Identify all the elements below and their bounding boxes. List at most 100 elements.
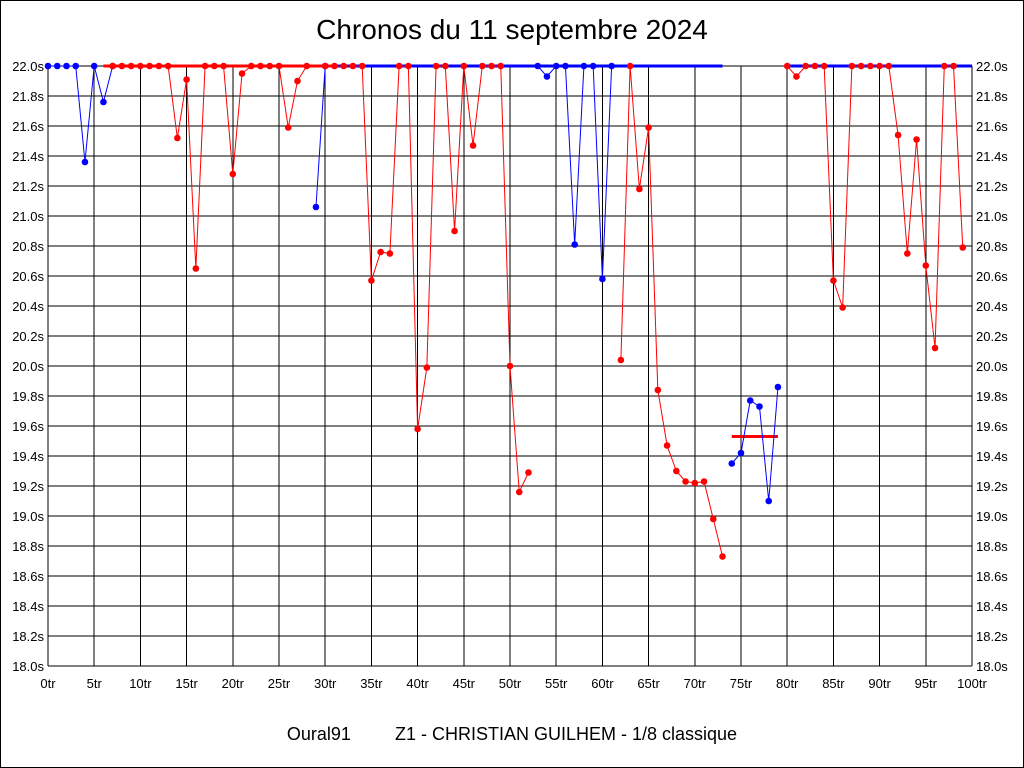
series-line [315, 65, 326, 208]
data-point [848, 62, 856, 70]
data-point [451, 227, 458, 235]
data-point [682, 478, 689, 485]
x-tick-label: 10tr [129, 676, 152, 691]
data-point [340, 62, 347, 70]
y-tick-label-left: 20.4s [12, 299, 44, 314]
data-point [515, 488, 523, 496]
series-line [731, 386, 779, 502]
y-tick-label-left: 19.8s [12, 389, 44, 404]
data-point [589, 62, 597, 70]
data-point [534, 62, 542, 70]
x-tick-label: 95tr [915, 676, 938, 691]
data-point [580, 62, 588, 70]
y-tick-label-left: 18.2s [12, 629, 44, 644]
data-point [525, 469, 532, 476]
data-point [562, 62, 569, 70]
data-point [571, 241, 578, 248]
data-point [922, 262, 930, 269]
data-point [802, 62, 809, 70]
data-point [53, 62, 61, 70]
data-point [931, 344, 939, 352]
y-tick-label-right: 19.6s [976, 419, 1008, 434]
data-point [913, 136, 920, 143]
data-point [72, 62, 80, 70]
data-point [266, 62, 274, 70]
y-tick-label-left: 20.6s [12, 269, 44, 284]
y-tick-label-right: 20.8s [976, 239, 1008, 254]
data-point [192, 265, 200, 272]
data-point [294, 77, 301, 85]
y-tick-label-right: 21.8s [976, 89, 1008, 104]
series-line [48, 65, 114, 163]
data-point [368, 277, 375, 284]
data-point [164, 62, 172, 70]
y-tick-label-left: 22.0s [12, 59, 44, 74]
data-point [645, 124, 652, 131]
x-tick-label: 65tr [637, 676, 660, 691]
data-point [118, 62, 126, 70]
data-point [395, 62, 403, 70]
data-point [626, 62, 634, 70]
data-point [247, 62, 255, 70]
tick-labels: 0tr 5tr 10tr 15tr 20tr 25tr 30tr 35tr 40tr 45tr 50… [12, 59, 1008, 691]
data-point [904, 250, 911, 257]
data-point [109, 62, 116, 70]
x-tick-label: 55tr [545, 676, 568, 691]
data-point [691, 479, 699, 487]
reference-lines [103, 64, 972, 438]
data-point [654, 386, 662, 394]
data-point [885, 62, 893, 70]
data-point [321, 62, 329, 70]
data-point [284, 124, 292, 131]
data-point [709, 515, 717, 523]
x-tick-label: 70tr [684, 676, 707, 691]
data-point [497, 62, 505, 70]
data-point [238, 70, 246, 77]
y-tick-label-right: 18.0s [976, 659, 1008, 674]
data-point [867, 62, 874, 70]
data-point [229, 170, 237, 178]
data-point [432, 62, 440, 70]
y-tick-label-right: 19.8s [976, 389, 1008, 404]
x-tick-label: 30tr [314, 676, 337, 691]
y-tick-label-left: 18.4s [12, 599, 44, 614]
data-point [820, 62, 828, 70]
data-point [405, 62, 412, 70]
data-point [636, 185, 643, 193]
y-tick-label-left: 18.8s [12, 539, 44, 554]
chart-footer: Oural91 Z1 - CHRISTIAN GUILHEM - 1/8 cla… [0, 724, 1024, 745]
data-point [423, 364, 431, 371]
series-line [620, 65, 724, 557]
data-point [460, 62, 468, 70]
y-tick-label-right: 19.0s [976, 509, 1008, 524]
x-tick-label: 25tr [268, 676, 291, 691]
data-point [876, 62, 883, 70]
data-point [414, 425, 421, 433]
x-tick-label: 100tr [957, 676, 987, 691]
data-point [663, 442, 671, 449]
y-tick-label-left: 21.6s [12, 119, 44, 134]
y-tick-label-left: 19.6s [12, 419, 44, 434]
data-point [700, 478, 708, 485]
y-tick-label-right: 21.6s [976, 119, 1008, 134]
data-point [478, 62, 486, 70]
x-tick-label: 60tr [591, 676, 614, 691]
data-point [746, 397, 754, 404]
grid [47, 65, 973, 667]
x-tick-label: 50tr [499, 676, 522, 691]
y-tick-label-right: 19.4s [976, 449, 1008, 464]
y-tick-label-right: 18.6s [976, 569, 1008, 584]
y-tick-label-left: 21.8s [12, 89, 44, 104]
data-point [950, 62, 957, 70]
data-point [737, 449, 745, 457]
x-tick-label: 5tr [87, 676, 103, 691]
data-point [155, 62, 163, 70]
data-point [552, 62, 560, 70]
x-tick-label: 90tr [868, 676, 891, 691]
data-point [830, 277, 837, 284]
data-point [257, 62, 264, 70]
data-point [201, 62, 209, 70]
data-point [386, 250, 394, 257]
y-tick-label-right: 19.2s [976, 479, 1008, 494]
